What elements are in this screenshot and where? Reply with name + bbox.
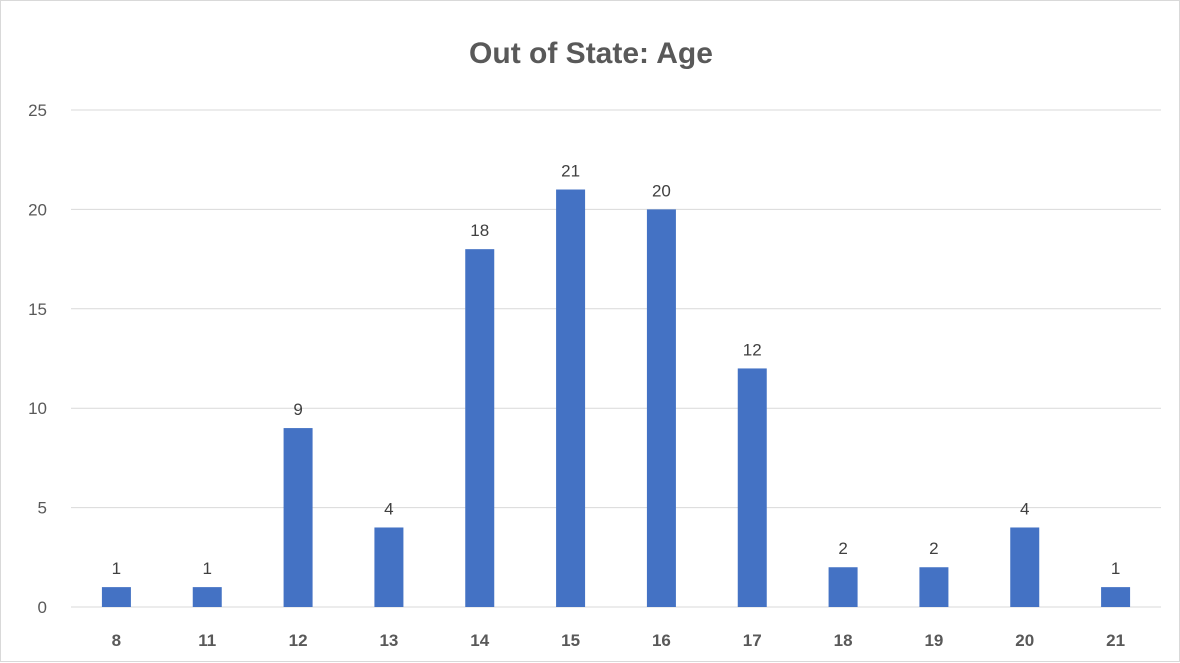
x-tick-label: 16 xyxy=(652,631,671,650)
x-tick-label: 21 xyxy=(1106,631,1125,650)
bar xyxy=(465,249,495,607)
data-label: 1 xyxy=(112,559,121,578)
y-tick-label: 15 xyxy=(28,300,47,319)
x-tick-label: 17 xyxy=(743,631,762,650)
data-label: 2 xyxy=(838,539,847,558)
x-tick-label: 14 xyxy=(470,631,489,650)
data-label: 20 xyxy=(652,181,671,200)
data-label: 4 xyxy=(1020,499,1029,518)
y-tick-label: 25 xyxy=(28,101,47,120)
data-label: 18 xyxy=(470,221,489,240)
bar xyxy=(192,587,222,607)
y-tick-label: 10 xyxy=(28,399,47,418)
x-tick-label: 8 xyxy=(112,631,121,650)
bar xyxy=(646,209,676,607)
data-label: 1 xyxy=(203,559,212,578)
x-tick-label: 20 xyxy=(1015,631,1034,650)
bar xyxy=(1101,587,1131,607)
x-tick-label: 15 xyxy=(561,631,580,650)
data-label: 12 xyxy=(743,340,762,359)
chart-title: Out of State: Age xyxy=(469,37,713,70)
bar xyxy=(919,567,949,607)
data-label: 9 xyxy=(293,400,302,419)
bar xyxy=(556,189,586,607)
x-tick-label: 11 xyxy=(198,631,216,650)
x-tick-label: 19 xyxy=(924,631,943,650)
x-tick-label: 12 xyxy=(289,631,308,650)
bars xyxy=(101,189,1131,607)
bar xyxy=(283,428,313,607)
gridlines xyxy=(71,109,1161,608)
bar xyxy=(737,368,767,607)
y-tick-label: 5 xyxy=(38,499,47,518)
x-tick-label: 18 xyxy=(834,631,853,650)
bar xyxy=(1010,527,1040,607)
data-labels: 1 1 9 4 18 21 20 12 2 2 4 1 xyxy=(112,162,1121,579)
y-axis-ticks: 0 5 10 15 20 25 xyxy=(28,101,47,617)
bar xyxy=(101,587,131,607)
data-label: 21 xyxy=(561,162,580,181)
y-tick-label: 0 xyxy=(38,598,47,617)
data-label: 1 xyxy=(1111,559,1120,578)
x-tick-label: 13 xyxy=(379,631,398,650)
data-label: 2 xyxy=(929,539,938,558)
y-tick-label: 20 xyxy=(28,200,47,219)
data-label: 4 xyxy=(384,499,393,518)
bar xyxy=(374,527,404,607)
x-axis-ticks: 8 11 12 13 14 15 16 17 18 19 20 21 xyxy=(112,631,1125,650)
bar xyxy=(828,567,858,607)
